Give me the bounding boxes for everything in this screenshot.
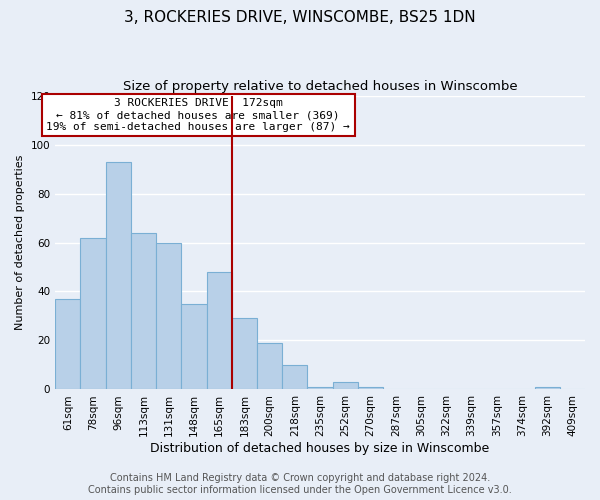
Bar <box>156 242 181 390</box>
Text: 3, ROCKERIES DRIVE, WINSCOMBE, BS25 1DN: 3, ROCKERIES DRIVE, WINSCOMBE, BS25 1DN <box>124 10 476 25</box>
Y-axis label: Number of detached properties: Number of detached properties <box>15 155 25 330</box>
Bar <box>257 343 282 390</box>
X-axis label: Distribution of detached houses by size in Winscombe: Distribution of detached houses by size … <box>151 442 490 455</box>
Bar <box>131 232 156 390</box>
Bar <box>206 272 232 390</box>
Bar <box>181 304 206 390</box>
Text: 3 ROCKERIES DRIVE: 172sqm
← 81% of detached houses are smaller (369)
19% of semi: 3 ROCKERIES DRIVE: 172sqm ← 81% of detac… <box>46 98 350 132</box>
Title: Size of property relative to detached houses in Winscombe: Size of property relative to detached ho… <box>123 80 517 93</box>
Bar <box>55 299 80 390</box>
Bar <box>358 387 383 390</box>
Bar <box>80 238 106 390</box>
Bar <box>106 162 131 390</box>
Bar <box>282 365 307 390</box>
Bar <box>232 318 257 390</box>
Bar <box>307 387 332 390</box>
Bar <box>332 382 358 390</box>
Bar <box>535 387 560 390</box>
Text: Contains HM Land Registry data © Crown copyright and database right 2024.
Contai: Contains HM Land Registry data © Crown c… <box>88 474 512 495</box>
